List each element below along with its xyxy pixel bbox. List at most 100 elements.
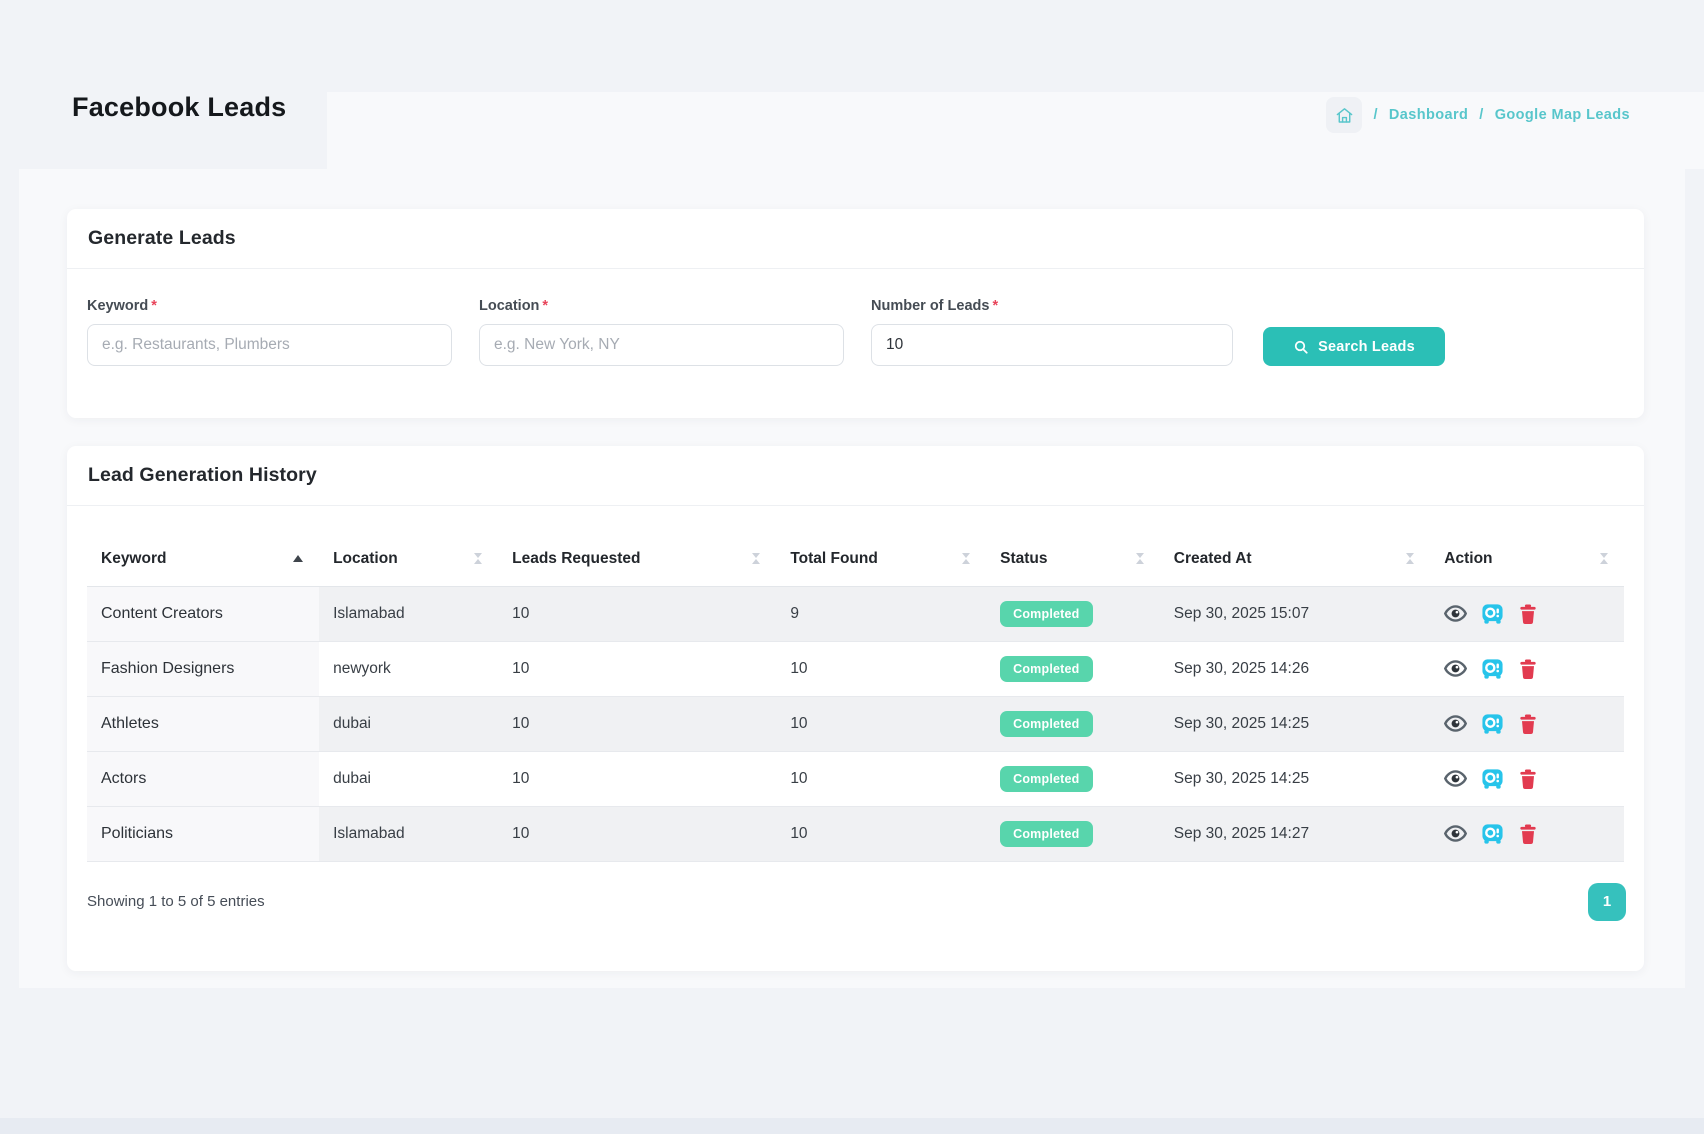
sort-icon — [752, 553, 768, 565]
view-button[interactable] — [1444, 602, 1468, 625]
generate-leads-form: Keyword* Location* Number of Leads* Se — [67, 269, 1644, 366]
status-badge: Completed — [1000, 710, 1093, 737]
export-button[interactable] — [1481, 657, 1504, 680]
sort-icon — [962, 553, 978, 565]
sort-icon — [1135, 553, 1152, 565]
cell-total-found: 10 — [776, 696, 987, 752]
cell-status: Completed — [986, 586, 1160, 642]
page-title: Facebook Leads — [72, 92, 287, 122]
leads-table: Keyword Location Leads Requested Total F… — [87, 532, 1624, 862]
table-row: Actors dubai 10 10 Completed Sep 30, 202… — [87, 751, 1624, 807]
trash-icon — [1518, 823, 1538, 845]
keyword-label: Keyword * — [87, 298, 157, 314]
export-icon — [1481, 602, 1504, 625]
cell-created-at: Sep 30, 2025 15:07 — [1159, 586, 1431, 642]
cell-location: Islamabad — [319, 586, 499, 642]
view-button[interactable] — [1444, 822, 1468, 845]
sort-icon — [1600, 553, 1616, 565]
eye-icon — [1444, 822, 1468, 845]
keyword-input[interactable] — [87, 324, 452, 366]
status-badge: Completed — [1000, 820, 1093, 847]
sort-asc-icon — [293, 555, 311, 563]
breadcrumb-current[interactable]: Google Map Leads — [1494, 107, 1630, 123]
status-badge: Completed — [1000, 765, 1093, 792]
cell-keyword: Athletes — [87, 696, 320, 752]
cell-keyword: Fashion Designers — [87, 641, 320, 697]
table-footer: Showing 1 to 5 of 5 entries 1 — [67, 862, 1644, 921]
table-header-keyword[interactable]: Keyword — [87, 532, 320, 587]
delete-button[interactable] — [1518, 768, 1538, 790]
cell-status: Completed — [986, 806, 1160, 862]
table-header-action[interactable]: Action — [1430, 532, 1624, 587]
number-of-leads-label: Number of Leads * — [871, 298, 999, 314]
cell-keyword: Content Creators — [87, 586, 320, 642]
status-badge: Completed — [1000, 655, 1093, 682]
delete-button[interactable] — [1518, 658, 1538, 680]
view-button[interactable] — [1444, 712, 1468, 735]
cell-keyword: Actors — [87, 751, 320, 807]
cell-keyword: Politicians — [87, 806, 320, 862]
eye-icon — [1444, 602, 1468, 625]
trash-icon — [1518, 603, 1538, 625]
export-icon — [1481, 822, 1504, 845]
breadcrumb-home-button[interactable] — [1326, 97, 1363, 133]
history-title: Lead Generation History — [67, 446, 1644, 506]
delete-button[interactable] — [1518, 823, 1538, 845]
table-header-row: Keyword Location Leads Requested Total F… — [87, 532, 1624, 587]
table-header-leads-requested[interactable]: Leads Requested — [498, 532, 777, 587]
table-row: Athletes dubai 10 10 Completed Sep 30, 2… — [87, 696, 1624, 752]
required-asterisk: * — [542, 298, 549, 314]
search-leads-button[interactable]: Search Leads — [1263, 327, 1445, 366]
view-button[interactable] — [1444, 657, 1468, 680]
export-button[interactable] — [1481, 822, 1504, 845]
export-button[interactable] — [1481, 712, 1504, 735]
table-header-created-at[interactable]: Created At — [1159, 532, 1431, 587]
table-row: Politicians Islamabad 10 10 Completed Se… — [87, 806, 1624, 862]
location-label: Location * — [479, 298, 549, 314]
location-field: Location * — [479, 298, 844, 366]
table-header-total-found[interactable]: Total Found — [776, 532, 987, 587]
table-row: Fashion Designers newyork 10 10 Complete… — [87, 641, 1624, 697]
table-header-status[interactable]: Status — [986, 532, 1160, 587]
cell-status: Completed — [986, 696, 1160, 752]
generate-leads-card: Generate Leads Keyword* Location* Number… — [67, 209, 1644, 418]
location-input[interactable] — [479, 324, 844, 366]
eye-icon — [1444, 712, 1468, 735]
pagination-page-button[interactable]: 1 — [1588, 882, 1626, 921]
cell-leads-requested: 10 — [498, 586, 777, 642]
trash-icon — [1518, 658, 1538, 680]
header-band — [327, 92, 1704, 169]
cell-action — [1430, 696, 1624, 752]
sort-icon — [474, 553, 490, 565]
generate-leads-title: Generate Leads — [67, 209, 1644, 269]
history-card: Lead Generation History Keyword Location… — [67, 446, 1644, 971]
sort-icon — [1406, 553, 1422, 565]
eye-icon — [1444, 767, 1468, 790]
cell-location: Islamabad — [319, 806, 499, 862]
cell-action — [1430, 641, 1624, 697]
delete-button[interactable] — [1518, 713, 1538, 735]
status-badge: Completed — [1000, 600, 1093, 627]
number-of-leads-input[interactable] — [871, 324, 1233, 366]
breadcrumb-separator: / — [1373, 107, 1378, 123]
cell-leads-requested: 10 — [498, 641, 777, 697]
breadcrumb-separator: / — [1479, 107, 1484, 123]
eye-icon — [1444, 657, 1468, 680]
cell-leads-requested: 10 — [498, 806, 777, 862]
view-button[interactable] — [1444, 767, 1468, 790]
search-icon — [1293, 339, 1309, 355]
cell-location: dubai — [319, 751, 499, 807]
home-icon — [1335, 106, 1354, 125]
cell-total-found: 10 — [776, 751, 987, 807]
table-header-location[interactable]: Location — [319, 532, 499, 587]
cell-status: Completed — [986, 641, 1160, 697]
cell-action — [1430, 806, 1624, 862]
showing-entries-text: Showing 1 to 5 of 5 entries — [87, 893, 265, 910]
cell-leads-requested: 10 — [498, 696, 777, 752]
export-button[interactable] — [1481, 767, 1504, 790]
delete-button[interactable] — [1518, 603, 1538, 625]
export-button[interactable] — [1481, 602, 1504, 625]
number-of-leads-field: Number of Leads * — [871, 298, 1233, 366]
export-icon — [1481, 712, 1504, 735]
breadcrumb-link-dashboard[interactable]: Dashboard — [1388, 107, 1469, 123]
